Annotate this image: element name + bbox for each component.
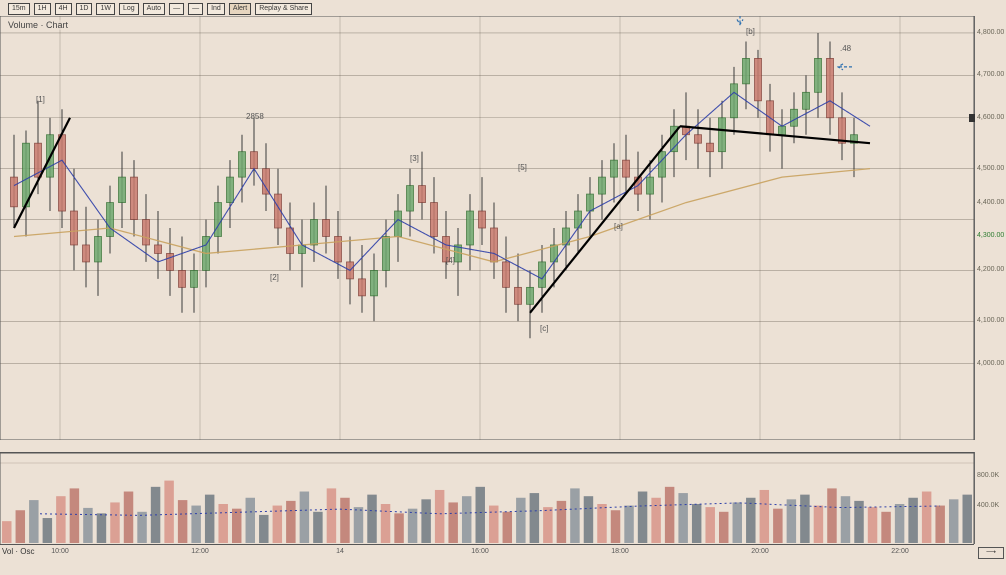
volume-svg <box>0 453 974 545</box>
price-tick: 4,500.00 <box>977 165 1004 172</box>
toolbar-btn-4[interactable]: 1W <box>96 3 115 15</box>
price-tick: 4,400.00 <box>977 199 1004 206</box>
price-tick: 4,300.00 <box>977 232 1004 239</box>
toolbar-btn-0[interactable]: 15m <box>8 3 30 15</box>
time-tick: 10:00 <box>51 548 69 555</box>
time-tick: 18:00 <box>611 548 629 555</box>
toolbar-btn-11[interactable]: Replay & Share <box>255 3 312 15</box>
toolbar-btn-2[interactable]: 4H <box>55 3 72 15</box>
price-tick: 4,200.00 <box>977 266 1004 273</box>
volume-tick: 400.0K <box>977 502 999 509</box>
toolbar-btn-9[interactable]: Ind <box>207 3 225 15</box>
time-tick: 22:00 <box>891 548 909 555</box>
toolbar: 15m 1H 4H 1D1W Log Auto — — Ind Alert Replay & Sha… <box>8 2 312 16</box>
price-chart-svg <box>0 16 974 440</box>
goto-date-button[interactable]: ⟶ <box>978 547 1004 559</box>
time-tick: 12:00 <box>191 548 209 555</box>
price-tick: 4,800.00 <box>977 29 1004 36</box>
volume-axis[interactable]: 800.0K 400.0K <box>974 452 1006 544</box>
price-tick: 4,600.00 <box>977 114 1004 121</box>
time-tick: 20:00 <box>751 548 769 555</box>
price-axis[interactable]: 4,800.00 4,700.00 4,600.00 4,500.00 4,400.00… <box>974 16 1006 440</box>
price-tick: 4,700.00 <box>977 71 1004 78</box>
price-chart[interactable]: Volume · Chart [1]2858[2][3][4][5][c][a]… <box>0 16 1006 440</box>
volume-panel[interactable] <box>0 452 1006 544</box>
time-tick: 14 <box>336 548 344 555</box>
toolbar-btn-6[interactable]: Auto <box>143 3 165 15</box>
price-tick: 4,100.00 <box>977 317 1004 324</box>
toolbar-btn-8[interactable]: — <box>188 3 203 15</box>
toolbar-btn-3[interactable]: 1D <box>76 3 93 15</box>
time-tick: 16:00 <box>471 548 489 555</box>
toolbar-btn-1[interactable]: 1H <box>34 3 51 15</box>
time-axis[interactable]: Vol · Osc ⟶ 10:0012:001416:0018:0020:002… <box>0 544 974 562</box>
toolbar-btn-10[interactable]: Alert <box>229 3 251 15</box>
volume-tick: 800.0K <box>977 472 999 479</box>
price-panel-label: Volume · Chart <box>6 20 70 30</box>
price-tick: 4,000.00 <box>977 360 1004 367</box>
volume-panel-label: Vol · Osc <box>2 547 34 556</box>
toolbar-btn-7[interactable]: — <box>169 3 184 15</box>
toolbar-btn-5[interactable]: Log <box>119 3 139 15</box>
